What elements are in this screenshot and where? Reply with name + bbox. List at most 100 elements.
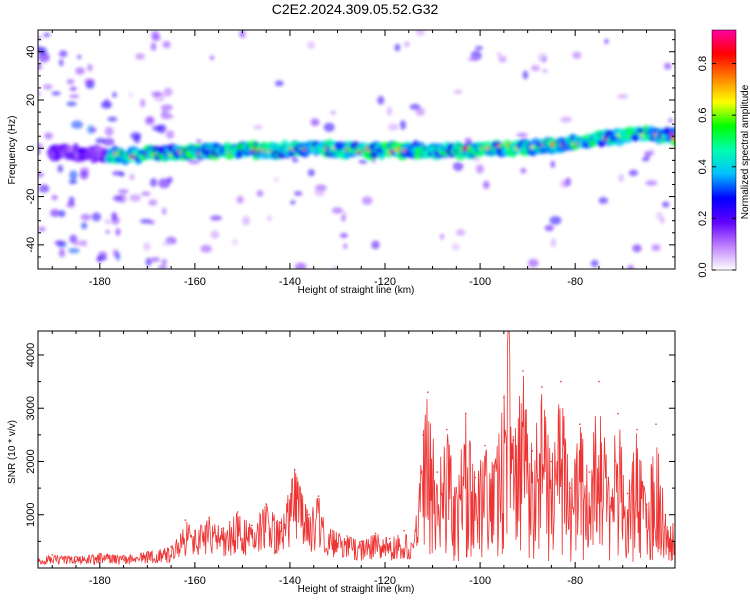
y-tick-label: 4000	[25, 343, 37, 367]
heatmap-cell	[150, 42, 157, 51]
heatmap-cell	[415, 107, 425, 116]
heatmap-cell	[162, 40, 171, 49]
y-tick-label: -40	[25, 237, 37, 253]
snr-point	[493, 466, 496, 468]
heatmap-cell	[111, 211, 118, 221]
heatmap-cell	[164, 114, 174, 119]
heatmap-cell	[651, 244, 661, 252]
heatmap-cell	[475, 45, 483, 51]
heatmap-cell	[165, 130, 175, 139]
heatmap-cell	[58, 58, 64, 67]
heatmap-ylabel: Frequency (Hz)	[7, 116, 18, 185]
heatmap-cell	[387, 123, 399, 131]
heatmap-cell	[42, 84, 53, 90]
heatmap-cell	[151, 30, 160, 39]
heatmap-cell	[343, 243, 348, 249]
snr-point	[346, 535, 348, 537]
colorbar-tick-label: 0.2	[697, 211, 709, 226]
heatmap-cell	[544, 224, 554, 232]
heatmap-cell	[549, 216, 562, 225]
snr-point	[645, 503, 648, 505]
snr-point	[51, 553, 54, 556]
heatmap-cell	[386, 106, 393, 116]
heatmap-cell	[550, 238, 557, 248]
y-tick-label: 20	[25, 94, 37, 106]
heatmap-cell	[38, 147, 41, 156]
heatmap-cell	[91, 212, 102, 222]
heatmap-cell	[439, 233, 445, 240]
heatmap-cell	[50, 209, 60, 217]
heatmap-cell	[57, 164, 64, 173]
heatmap-cell	[38, 64, 43, 70]
snr-plot-area	[38, 331, 675, 566]
heatmap-cell	[209, 55, 215, 60]
snr-point	[607, 476, 610, 479]
snr-point	[560, 380, 562, 383]
y-tick-label: 0	[25, 145, 37, 151]
snr-point	[550, 460, 553, 463]
heatmap-cell	[145, 257, 152, 267]
heatmap-cell	[38, 184, 50, 193]
snr-point	[222, 527, 225, 529]
heatmap-cell	[139, 99, 146, 108]
heatmap-cell	[475, 164, 484, 174]
heatmap-cell	[77, 54, 82, 60]
heatmap-cell	[598, 197, 609, 204]
heatmap-peak	[671, 136, 675, 141]
heatmap-cell	[560, 116, 572, 123]
snr-point	[474, 476, 477, 479]
heatmap-cell	[161, 258, 167, 265]
heatmap-cell	[68, 179, 78, 185]
heatmap-cell	[627, 264, 635, 269]
heatmap-cell	[236, 195, 244, 204]
heatmap-cell	[520, 167, 527, 174]
snr-series-line	[38, 331, 675, 566]
heatmap-cell	[210, 230, 220, 239]
colorbar-gradient	[712, 30, 736, 270]
x-tick-label: -140	[279, 276, 301, 288]
heatmap-cell	[256, 190, 264, 197]
snr-point	[664, 513, 667, 516]
heatmap-cell	[58, 248, 65, 258]
snr-point	[522, 370, 524, 372]
colorbar-label: Normalized spectral amplitude	[740, 84, 750, 219]
heatmap-cell	[98, 251, 108, 258]
x-tick-label: -120	[374, 575, 396, 587]
snr-point	[626, 492, 629, 495]
heatmap-cells	[38, 30, 675, 269]
heatmap-cell	[130, 132, 142, 140]
snr-point	[484, 444, 486, 447]
snr-point	[636, 428, 638, 431]
heatmap-cell	[516, 133, 528, 137]
colorbar-tick-label: 0.6	[697, 108, 709, 123]
heatmap-cell	[664, 62, 672, 70]
heatmap-cell	[307, 169, 315, 177]
colorbar: 0.0 0.2 0.4 0.6 0.8 Normalized spectral ampl…	[697, 29, 750, 278]
heatmap-cell	[361, 196, 373, 206]
snr-point	[569, 487, 572, 489]
snr-point	[208, 516, 210, 519]
x-tick-label: -100	[469, 276, 491, 288]
heatmap-cell	[377, 95, 385, 105]
heatmap-cell	[161, 241, 172, 247]
snr-point	[422, 434, 424, 436]
heatmap-cell	[453, 89, 463, 95]
heatmap-cell	[210, 215, 223, 221]
snr-point	[293, 468, 296, 471]
snr-point	[541, 386, 543, 388]
heatmap-cell	[79, 169, 89, 180]
snr-point	[512, 439, 515, 442]
snr-point	[446, 428, 448, 431]
heatmap-cell	[290, 200, 296, 205]
heatmap-cell	[415, 30, 425, 36]
heatmap-cell	[157, 124, 167, 134]
heatmap-cell	[550, 160, 556, 169]
heatmap-cell	[141, 191, 151, 197]
heatmap-cell	[394, 43, 401, 52]
x-tick-label: -120	[374, 276, 396, 288]
heatmap-cell	[43, 32, 51, 38]
heatmap-cell	[80, 213, 92, 221]
heatmap-cell	[54, 240, 65, 246]
